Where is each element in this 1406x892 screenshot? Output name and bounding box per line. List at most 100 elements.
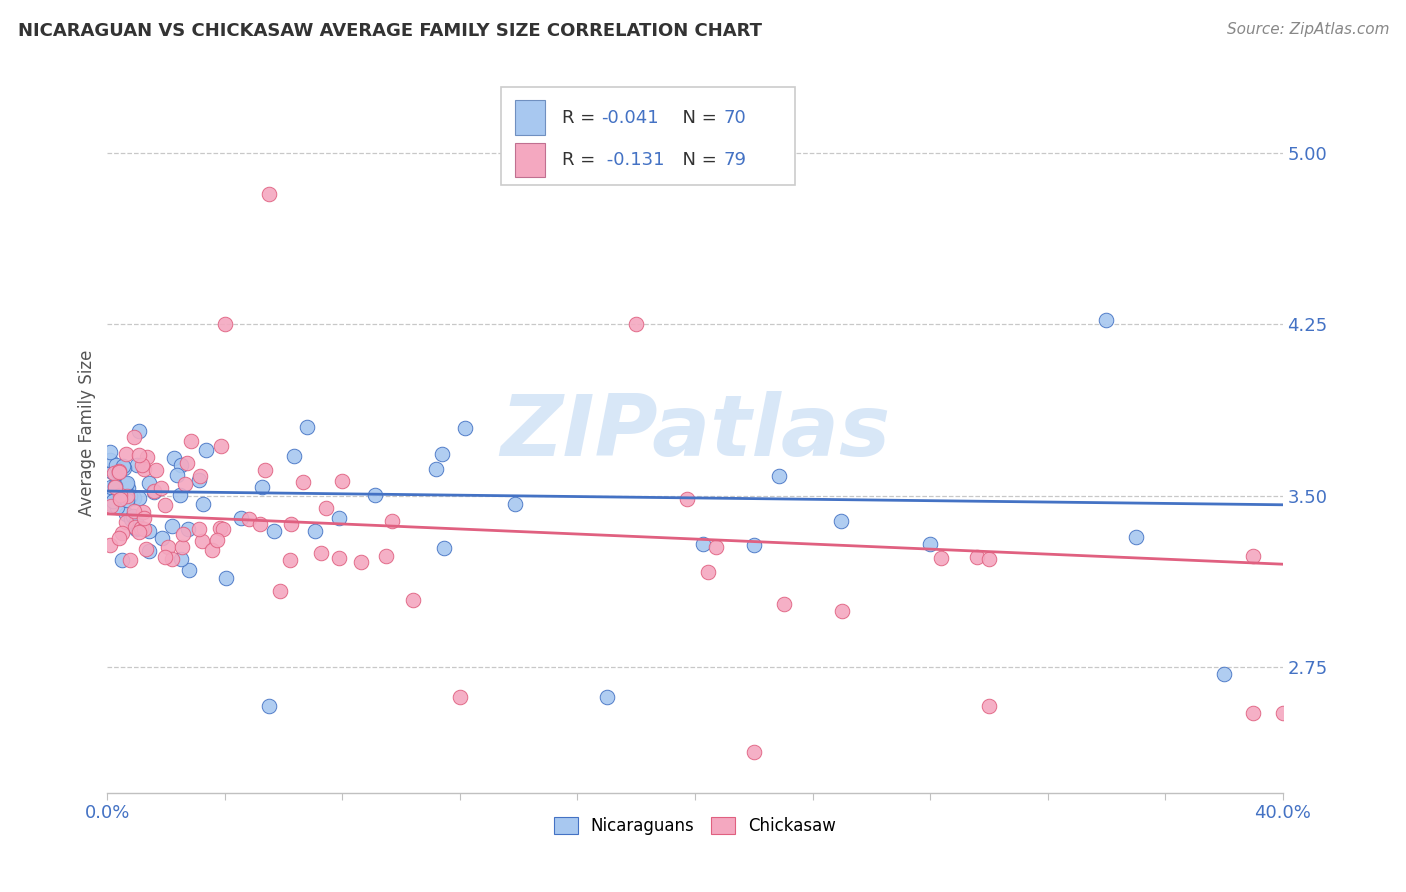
Point <box>425 462 447 476</box>
Point <box>117 481 139 495</box>
Point <box>190 469 212 483</box>
Point <box>128 525 150 540</box>
Point <box>201 543 224 558</box>
Point <box>127 521 149 535</box>
Point <box>108 464 131 478</box>
Point <box>191 534 214 549</box>
Text: R =: R = <box>562 109 602 127</box>
Point <box>138 476 160 491</box>
Bar <box>515 143 544 178</box>
Point <box>132 461 155 475</box>
Point <box>315 500 337 515</box>
Point <box>125 522 148 536</box>
Point <box>108 488 131 502</box>
Point <box>131 505 153 519</box>
Point <box>626 318 648 332</box>
Point <box>253 463 276 477</box>
Point <box>830 514 852 528</box>
Point <box>127 458 149 472</box>
Point <box>135 542 157 557</box>
Point <box>697 565 720 579</box>
Point <box>831 604 853 618</box>
Point <box>328 511 350 525</box>
Point <box>180 434 202 449</box>
Bar <box>515 100 544 135</box>
Point <box>100 480 122 494</box>
Point <box>187 473 209 487</box>
Point <box>676 491 699 506</box>
Point <box>172 527 194 541</box>
Point <box>257 698 280 713</box>
Point <box>166 467 188 482</box>
Point <box>363 488 385 502</box>
Text: ZIPatlas: ZIPatlas <box>501 392 890 475</box>
Point <box>229 511 252 525</box>
Point <box>375 549 398 564</box>
Text: Source: ZipAtlas.com: Source: ZipAtlas.com <box>1226 22 1389 37</box>
Point <box>132 511 155 525</box>
Point <box>125 515 148 529</box>
Point <box>120 552 142 566</box>
Point <box>149 481 172 495</box>
Point <box>115 507 138 521</box>
Point <box>112 458 135 473</box>
Point <box>432 447 454 461</box>
Point <box>977 698 1000 713</box>
Point <box>449 690 471 704</box>
Point <box>250 480 273 494</box>
Text: N =: N = <box>672 109 723 127</box>
Point <box>145 463 167 477</box>
Point <box>104 480 127 494</box>
Point <box>100 497 122 511</box>
Point <box>170 552 193 566</box>
Point <box>138 524 160 538</box>
Point <box>160 519 183 533</box>
Point <box>111 553 134 567</box>
Point <box>115 489 138 503</box>
Point <box>170 540 193 554</box>
Point <box>402 593 425 607</box>
Point <box>98 453 121 467</box>
Point <box>328 551 350 566</box>
Point <box>179 563 201 577</box>
Point <box>772 598 794 612</box>
Point <box>596 690 619 704</box>
Point <box>100 488 122 502</box>
Point <box>283 449 305 463</box>
Text: NICARAGUAN VS CHICKASAW AVERAGE FAMILY SIZE CORRELATION CHART: NICARAGUAN VS CHICKASAW AVERAGE FAMILY S… <box>18 22 762 40</box>
Point <box>103 494 125 508</box>
Point <box>280 516 302 531</box>
Point <box>128 448 150 462</box>
Point <box>263 524 285 538</box>
Point <box>966 550 988 565</box>
Text: -0.131: -0.131 <box>600 151 665 169</box>
Point <box>120 489 142 503</box>
Point <box>124 520 146 534</box>
Text: R =: R = <box>562 151 602 169</box>
Point <box>105 500 128 514</box>
Point <box>143 483 166 498</box>
Point <box>169 487 191 501</box>
Point <box>155 498 177 512</box>
Point <box>350 555 373 569</box>
Point <box>209 439 232 453</box>
Point <box>193 497 215 511</box>
Point <box>174 477 197 491</box>
Point <box>132 522 155 536</box>
Point <box>120 512 142 526</box>
Point <box>128 491 150 505</box>
Point <box>1271 706 1294 720</box>
Point <box>160 552 183 566</box>
Point <box>122 504 145 518</box>
Point <box>112 460 135 475</box>
Point <box>304 524 326 539</box>
Point <box>150 531 173 545</box>
Point <box>278 553 301 567</box>
Point <box>107 466 129 480</box>
Text: -0.041: -0.041 <box>600 109 658 127</box>
Point <box>101 465 124 479</box>
Point <box>114 476 136 491</box>
Point <box>105 458 128 472</box>
Point <box>115 447 138 461</box>
Point <box>433 541 456 556</box>
